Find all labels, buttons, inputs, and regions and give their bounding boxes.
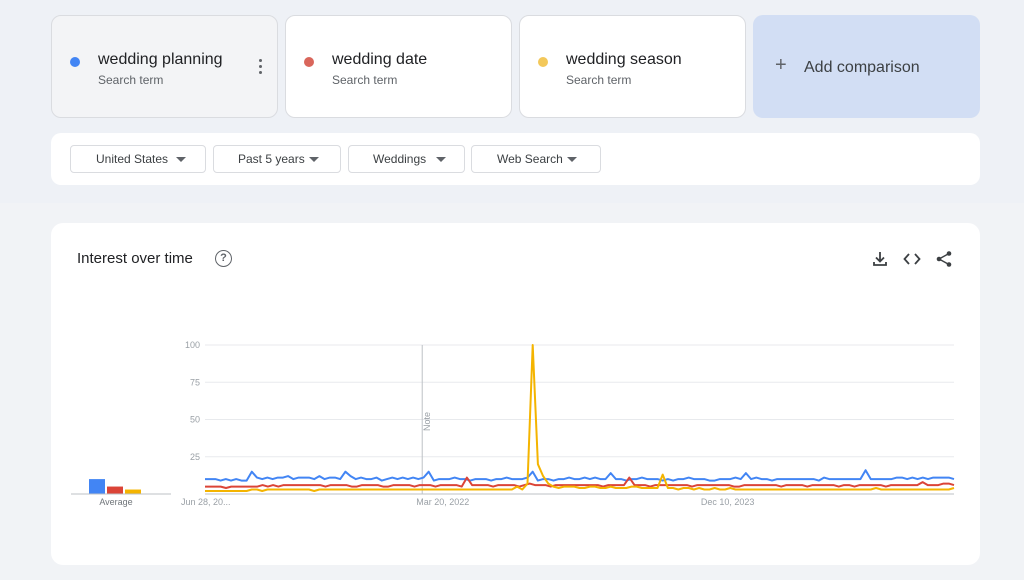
caret-down-icon [436, 157, 446, 162]
plus-icon: + [775, 54, 787, 76]
filter-region-label: United States [96, 152, 169, 166]
series-line-wedding-season[interactable] [205, 344, 955, 492]
filter-time-range-label: Past 5 years [238, 152, 305, 166]
x-tick-label: Jun 28, 20... [181, 497, 231, 507]
term-name: wedding season [566, 51, 682, 68]
term-type: Search term [332, 73, 398, 87]
help-circle-icon[interactable]: ? [215, 250, 232, 267]
average-bar-wedding-date[interactable] [107, 486, 123, 494]
term-type: Search term [98, 73, 164, 87]
x-tick-label: Dec 10, 2023 [701, 497, 755, 507]
series-color-dot [538, 57, 548, 67]
series-color-dot [70, 57, 80, 67]
download-icon[interactable] [870, 249, 890, 269]
caret-down-icon [567, 157, 577, 162]
x-tick-label: Mar 20, 2022 [416, 497, 469, 507]
term-card-wedding-date[interactable]: wedding date Search term [285, 15, 512, 118]
term-card-wedding-season[interactable]: wedding season Search term [519, 15, 746, 118]
term-card-wedding-planning[interactable]: wedding planning Search term [51, 15, 278, 118]
y-tick-label: 25 [190, 452, 200, 462]
share-icon[interactable] [934, 249, 954, 269]
filter-search-type[interactable]: Web Search [471, 145, 601, 173]
note-label[interactable]: Note [422, 412, 432, 431]
average-bar-wedding-planning[interactable] [89, 479, 105, 494]
panel-title: Interest over time [77, 250, 193, 267]
series-color-dot [304, 57, 314, 67]
code-embed-icon[interactable] [902, 249, 922, 269]
interest-over-time-chart: 100 75 50 25 Note Jun 28, 20... Mar 20, 2022 De… [71, 340, 955, 507]
filter-category[interactable]: Weddings [348, 145, 465, 173]
y-tick-label: 50 [190, 415, 200, 425]
term-name: wedding planning [98, 51, 223, 68]
term-name: wedding date [332, 51, 428, 68]
more-vert-icon[interactable] [257, 59, 263, 77]
add-comparison-label: Add comparison [804, 59, 920, 76]
filter-category-label: Weddings [373, 152, 427, 166]
y-tick-label: 100 [185, 340, 200, 350]
filter-time-range[interactable]: Past 5 years [213, 145, 341, 173]
series-line-wedding-date[interactable] [205, 476, 955, 489]
filter-bar: United States Past 5 years Weddings Web … [51, 133, 980, 185]
average-bar-wedding-season[interactable] [125, 489, 141, 494]
interest-over-time-panel: Interest over time ? 100 75 50 25 Note Jun 28… [51, 223, 980, 565]
add-comparison-button[interactable]: + Add comparison [753, 15, 980, 118]
term-type: Search term [566, 73, 632, 87]
filter-search-type-label: Web Search [497, 152, 563, 166]
filter-region[interactable]: United States [70, 145, 206, 173]
y-tick-label: 75 [190, 377, 200, 387]
average-label: Average [99, 497, 132, 507]
caret-down-icon [176, 157, 186, 162]
caret-down-icon [309, 157, 319, 162]
series-line-wedding-planning[interactable] [205, 469, 955, 482]
